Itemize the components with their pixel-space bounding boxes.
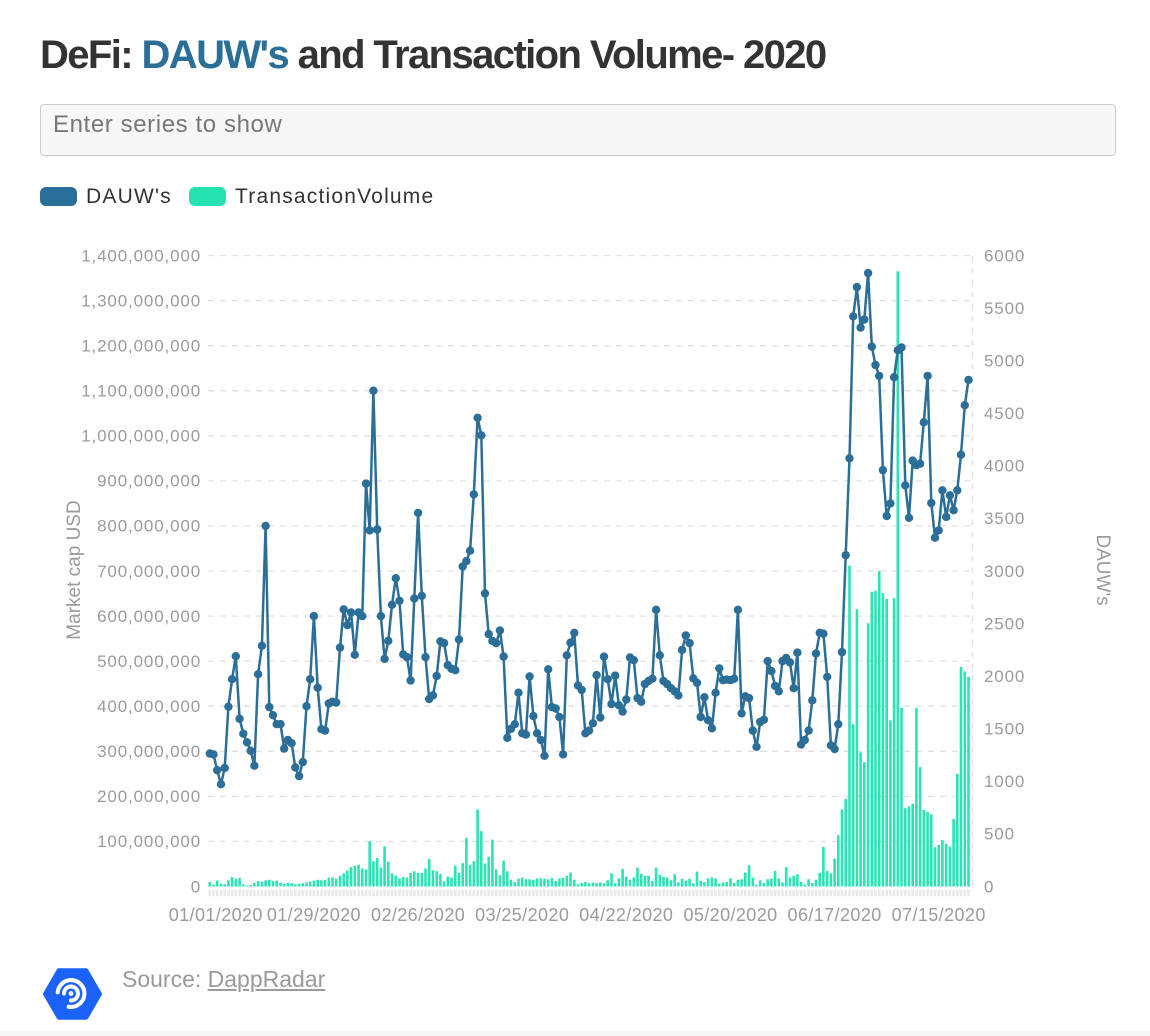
- svg-text:5000: 5000: [984, 352, 1025, 371]
- svg-text:4500: 4500: [984, 404, 1025, 423]
- svg-text:300,000,000: 300,000,000: [97, 742, 201, 761]
- svg-text:2500: 2500: [984, 614, 1025, 633]
- svg-text:0: 0: [984, 877, 994, 896]
- svg-text:01/29/2020: 01/29/2020: [267, 905, 361, 925]
- svg-text:3000: 3000: [984, 562, 1025, 581]
- svg-text:100,000,000: 100,000,000: [97, 832, 201, 851]
- svg-text:3500: 3500: [984, 509, 1025, 528]
- svg-text:05/20/2020: 05/20/2020: [683, 905, 777, 925]
- svg-text:500,000,000: 500,000,000: [97, 652, 201, 671]
- svg-text:1,000,000,000: 1,000,000,000: [81, 427, 201, 446]
- svg-text:DAUW's: DAUW's: [1092, 534, 1113, 605]
- svg-text:600,000,000: 600,000,000: [97, 607, 201, 626]
- svg-text:5500: 5500: [984, 299, 1025, 318]
- svg-text:700,000,000: 700,000,000: [97, 562, 201, 581]
- svg-text:02/26/2020: 02/26/2020: [371, 905, 465, 925]
- svg-text:01/01/2020: 01/01/2020: [169, 905, 263, 925]
- svg-text:400,000,000: 400,000,000: [97, 697, 201, 716]
- svg-text:1,100,000,000: 1,100,000,000: [81, 382, 201, 401]
- svg-text:1,200,000,000: 1,200,000,000: [81, 337, 201, 356]
- svg-text:1,300,000,000: 1,300,000,000: [81, 291, 201, 310]
- svg-text:1500: 1500: [984, 720, 1025, 739]
- svg-text:03/25/2020: 03/25/2020: [475, 905, 569, 925]
- svg-text:1000: 1000: [984, 772, 1025, 791]
- svg-text:06/17/2020: 06/17/2020: [788, 905, 882, 925]
- svg-text:900,000,000: 900,000,000: [97, 472, 201, 491]
- svg-text:4000: 4000: [984, 457, 1025, 476]
- svg-text:500: 500: [984, 825, 1015, 844]
- svg-text:0: 0: [191, 877, 201, 896]
- svg-text:800,000,000: 800,000,000: [97, 517, 201, 536]
- svg-text:6000: 6000: [984, 246, 1025, 265]
- svg-text:2000: 2000: [984, 667, 1025, 686]
- svg-text:1,400,000,000: 1,400,000,000: [81, 246, 201, 265]
- svg-text:Market cap USD: Market cap USD: [64, 500, 85, 639]
- svg-text:200,000,000: 200,000,000: [97, 787, 201, 806]
- svg-text:04/22/2020: 04/22/2020: [579, 905, 673, 925]
- svg-text:07/15/2020: 07/15/2020: [892, 905, 986, 925]
